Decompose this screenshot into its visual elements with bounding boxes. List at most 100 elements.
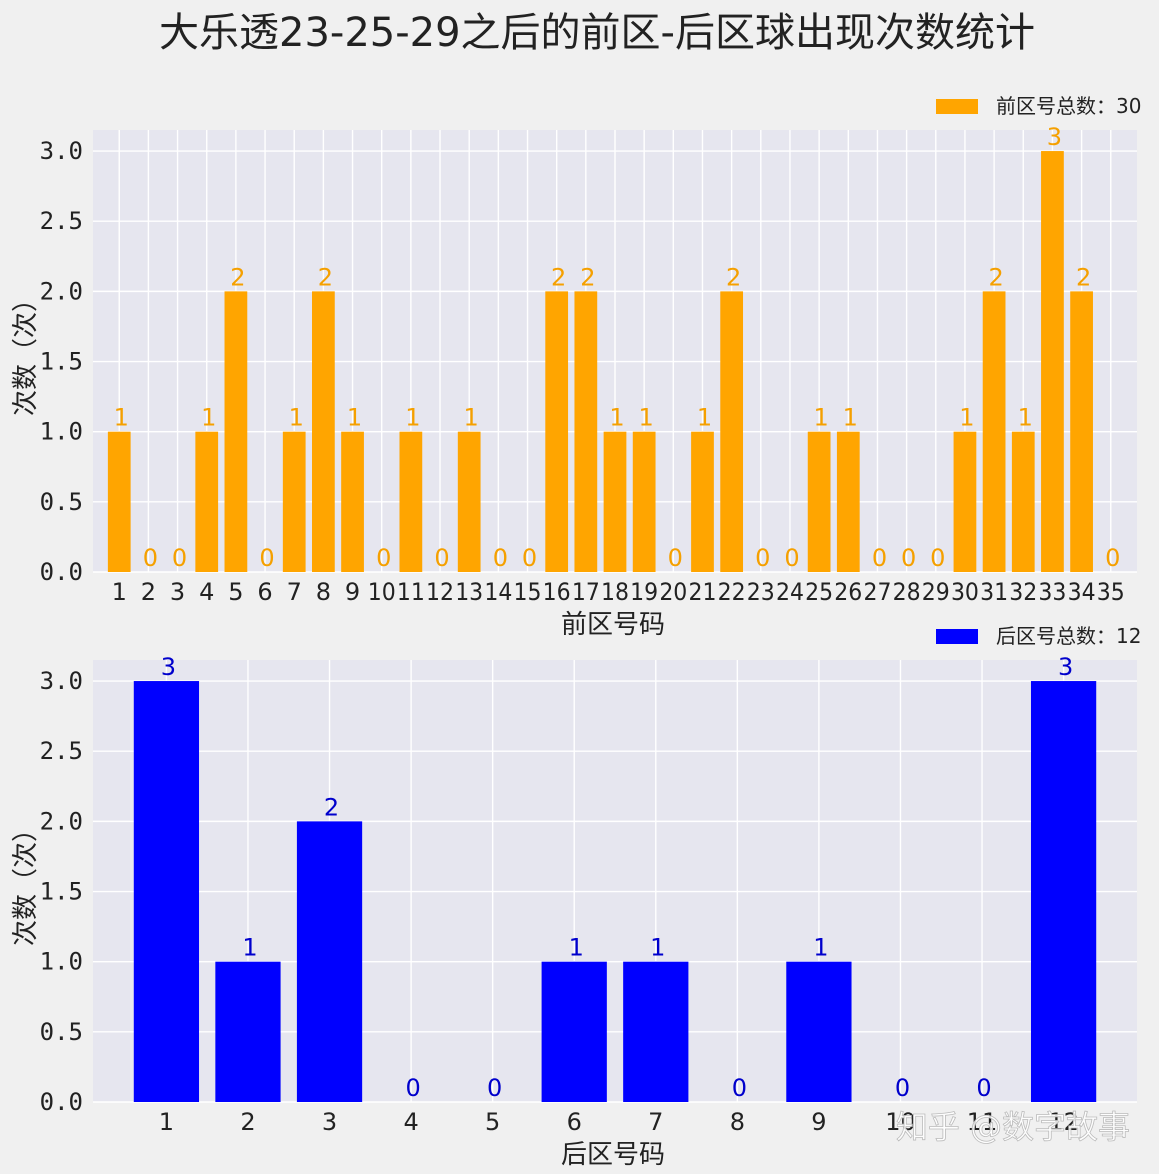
bar-21 <box>691 431 714 572</box>
legend-label: 后区号总数：12 <box>996 624 1141 648</box>
data-label-25: 1 <box>813 404 828 432</box>
x-tick-label-15: 15 <box>514 578 542 606</box>
data-label-6: 1 <box>569 934 584 962</box>
data-label-5: 2 <box>230 263 245 291</box>
bar-1 <box>107 431 131 572</box>
legend-swatch <box>936 99 978 114</box>
y-tick-label: 0.0 <box>40 558 83 586</box>
data-label-11: 0 <box>976 1074 991 1102</box>
bar-9 <box>341 431 364 572</box>
x-tick-label-1: 1 <box>159 1108 174 1136</box>
y-tick-label: 0.0 <box>40 1088 83 1116</box>
bar-1 <box>133 681 200 1102</box>
y-tick-label: 0.5 <box>40 1018 83 1046</box>
x-tick-label-34: 34 <box>1068 578 1096 606</box>
bar-11 <box>399 431 423 572</box>
data-label-20: 0 <box>668 544 683 572</box>
data-label-33: 3 <box>1047 123 1062 151</box>
y-tick-label: 1.5 <box>40 348 83 376</box>
bar-22 <box>720 291 744 572</box>
data-label-35: 0 <box>1105 544 1120 572</box>
x-tick-label-20: 20 <box>659 578 687 606</box>
y-tick-label: 0.5 <box>40 488 83 516</box>
bar-7 <box>282 431 306 572</box>
x-tick-label-31: 31 <box>980 578 1008 606</box>
data-label-32: 1 <box>1018 404 1033 432</box>
data-label-31: 2 <box>988 263 1003 291</box>
data-label-8: 2 <box>318 263 333 291</box>
x-tick-label-10: 10 <box>368 578 396 606</box>
x-tick-label-8: 8 <box>730 1108 745 1136</box>
bar-5 <box>224 291 248 572</box>
x-tick-label-12: 12 <box>426 578 454 606</box>
x-tick-label-33: 33 <box>1038 578 1066 606</box>
data-label-21: 1 <box>697 404 712 432</box>
x-tick-label-7: 7 <box>287 578 302 606</box>
x-tick-label-5: 5 <box>485 1108 500 1136</box>
x-tick-label-19: 19 <box>630 578 658 606</box>
x-tick-label-4: 4 <box>403 1108 418 1136</box>
bar-4 <box>195 431 219 572</box>
data-label-30: 1 <box>959 404 974 432</box>
y-tick-label: 2.0 <box>40 807 83 835</box>
y-tick-label: 2.0 <box>40 277 83 305</box>
y-tick-label: 1.0 <box>40 418 83 446</box>
x-tick-label-6: 6 <box>567 1108 582 1136</box>
x-tick-label-8: 8 <box>316 578 331 606</box>
x-axis-label: 后区号码 <box>561 1140 665 1170</box>
x-tick-label-2: 2 <box>141 578 156 606</box>
bar-2 <box>215 961 281 1102</box>
bar-3 <box>296 821 363 1102</box>
x-tick-label-26: 26 <box>834 578 862 606</box>
x-tick-label-24: 24 <box>776 578 804 606</box>
data-label-10: 0 <box>376 544 391 572</box>
data-label-19: 1 <box>639 404 654 432</box>
y-axis-label: 次数（次） <box>11 286 41 416</box>
x-tick-label-3: 3 <box>322 1108 337 1136</box>
x-tick-label-1: 1 <box>112 578 127 606</box>
bar-34 <box>1070 291 1093 572</box>
data-label-22: 2 <box>726 263 741 291</box>
data-label-2: 0 <box>143 544 158 572</box>
bar-6 <box>541 961 607 1102</box>
x-tick-label-11: 11 <box>967 1108 998 1136</box>
data-label-12: 3 <box>1058 653 1073 681</box>
bar-17 <box>574 291 598 572</box>
data-label-26: 1 <box>843 404 858 432</box>
y-tick-label: 2.5 <box>40 737 83 765</box>
data-label-7: 1 <box>650 934 665 962</box>
data-label-7: 1 <box>289 404 304 432</box>
bar-19 <box>632 431 656 572</box>
y-tick-label: 1.5 <box>40 878 83 906</box>
bar-33 <box>1041 151 1064 573</box>
data-label-4: 0 <box>405 1074 420 1102</box>
x-tick-label-27: 27 <box>863 578 891 606</box>
bar-8 <box>312 291 335 572</box>
x-tick-label-23: 23 <box>747 578 775 606</box>
data-label-14: 0 <box>493 544 508 572</box>
bar-32 <box>1011 431 1035 572</box>
x-tick-label-13: 13 <box>455 578 483 606</box>
x-tick-label-12: 12 <box>1048 1108 1079 1136</box>
data-label-28: 0 <box>901 544 916 572</box>
x-tick-label-4: 4 <box>199 578 214 606</box>
x-tick-label-32: 32 <box>1009 578 1037 606</box>
data-label-18: 1 <box>609 404 624 432</box>
bar-9 <box>786 961 852 1102</box>
data-label-16: 2 <box>551 263 566 291</box>
x-tick-label-29: 29 <box>922 578 950 606</box>
data-label-5: 0 <box>487 1074 502 1102</box>
data-label-23: 0 <box>755 544 770 572</box>
data-label-34: 2 <box>1076 263 1091 291</box>
y-tick-label: 3.0 <box>40 667 83 695</box>
bar-18 <box>603 431 627 572</box>
x-tick-label-28: 28 <box>893 578 921 606</box>
x-axis-label: 前区号码 <box>561 610 665 640</box>
chart-title: 大乐透23-25-29之后的前区-后区球出现次数统计 <box>159 10 1035 56</box>
data-label-12: 0 <box>434 544 449 572</box>
data-label-1: 1 <box>114 404 129 432</box>
y-tick-label: 3.0 <box>40 137 83 165</box>
x-tick-label-3: 3 <box>170 578 185 606</box>
